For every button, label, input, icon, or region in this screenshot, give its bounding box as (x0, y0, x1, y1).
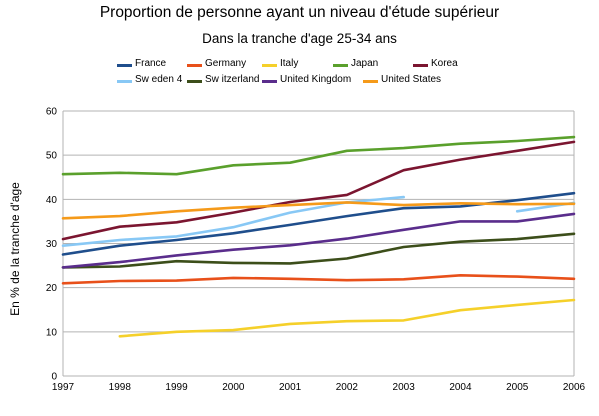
legend-label: United Kingdom (280, 74, 352, 85)
y-tick-label: 0 (51, 372, 57, 383)
series-line (61, 135, 576, 176)
legend-swatch (363, 80, 378, 83)
legend-label: Japan (351, 58, 379, 69)
x-tick-label: 1999 (165, 382, 188, 393)
legend-label: United States (381, 74, 442, 85)
legend-swatch (413, 64, 428, 67)
y-tick-label: 20 (46, 283, 58, 294)
legend-swatch (262, 80, 277, 83)
series-line (61, 201, 576, 220)
series-line (61, 273, 576, 285)
y-tick-label: 60 (46, 107, 58, 118)
x-tick-label: 1998 (109, 382, 132, 393)
x-tick-label: 2006 (563, 382, 586, 393)
legend-label: Sw itzerland (205, 74, 260, 85)
x-tick-label: 2005 (506, 382, 529, 393)
y-tick-label: 10 (46, 327, 58, 338)
legend-label: Italy (280, 58, 299, 69)
legend-swatch (262, 64, 277, 67)
legend-swatch (187, 80, 202, 83)
legend-label: Germany (205, 58, 247, 69)
legend-swatch (333, 64, 348, 67)
x-tick-label: 2003 (393, 382, 416, 393)
y-tick-label: 40 (46, 195, 58, 206)
x-tick-label: 2004 (449, 382, 472, 393)
x-tick-label: 2000 (222, 382, 245, 393)
series-line (118, 298, 576, 338)
x-tick-label: 2001 (279, 382, 302, 393)
legend-label: France (135, 58, 167, 69)
legend-label: Sw eden 4 (135, 74, 183, 85)
x-tick-label: 1997 (52, 382, 75, 393)
y-tick-label: 50 (46, 151, 58, 162)
x-tick-label: 2002 (336, 382, 359, 393)
series-line (61, 212, 576, 269)
legend-swatch (187, 64, 202, 67)
series-line (61, 140, 576, 241)
chart-subtitle: Dans la tranche d'age 25-34 ans (202, 31, 397, 46)
series-line (61, 191, 576, 256)
legend-swatch (117, 80, 132, 83)
legend-swatch (117, 64, 132, 67)
chart-title: Proportion de personne ayant un niveau d… (99, 4, 500, 21)
series-line (61, 232, 576, 269)
legend-label: Korea (431, 58, 458, 69)
y-tick-label: 30 (46, 239, 58, 250)
